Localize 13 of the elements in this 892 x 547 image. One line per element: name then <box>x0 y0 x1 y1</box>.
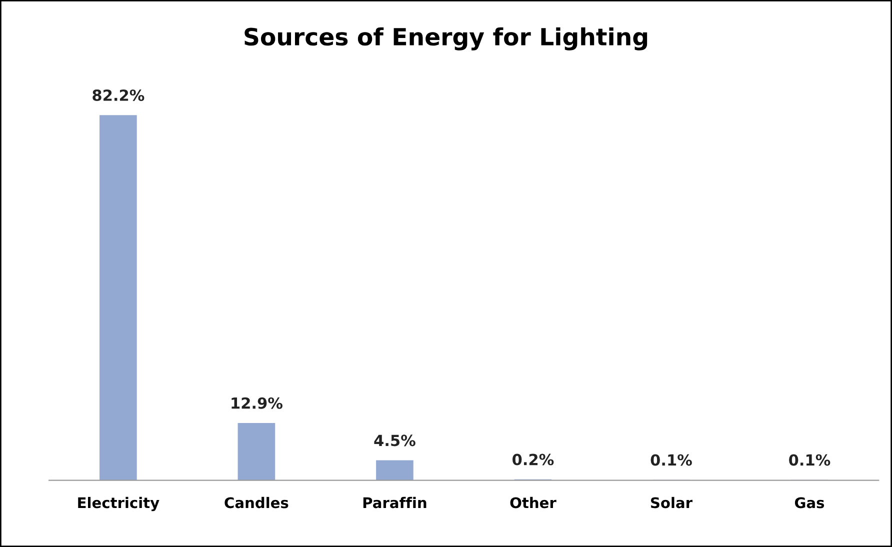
x-tick-label: Electricity <box>78 496 160 512</box>
data-label: 0.2% <box>512 454 554 466</box>
data-label: 12.9% <box>232 397 282 409</box>
data-label: 0.1% <box>789 454 830 466</box>
x-tick-label: Solar <box>651 496 692 508</box>
x-tick-label: Paraffin <box>363 496 426 508</box>
x-tick-label: Gas <box>794 497 824 508</box>
x-tick-label: Other <box>510 496 556 508</box>
data-label: 82.2% <box>92 89 144 102</box>
data-label: 0.1% <box>650 454 692 466</box>
x-tick-label: Candles <box>224 496 288 508</box>
chart-title: Sources of Energy for Lighting <box>244 27 648 50</box>
data-label: 4.5% <box>374 434 416 446</box>
